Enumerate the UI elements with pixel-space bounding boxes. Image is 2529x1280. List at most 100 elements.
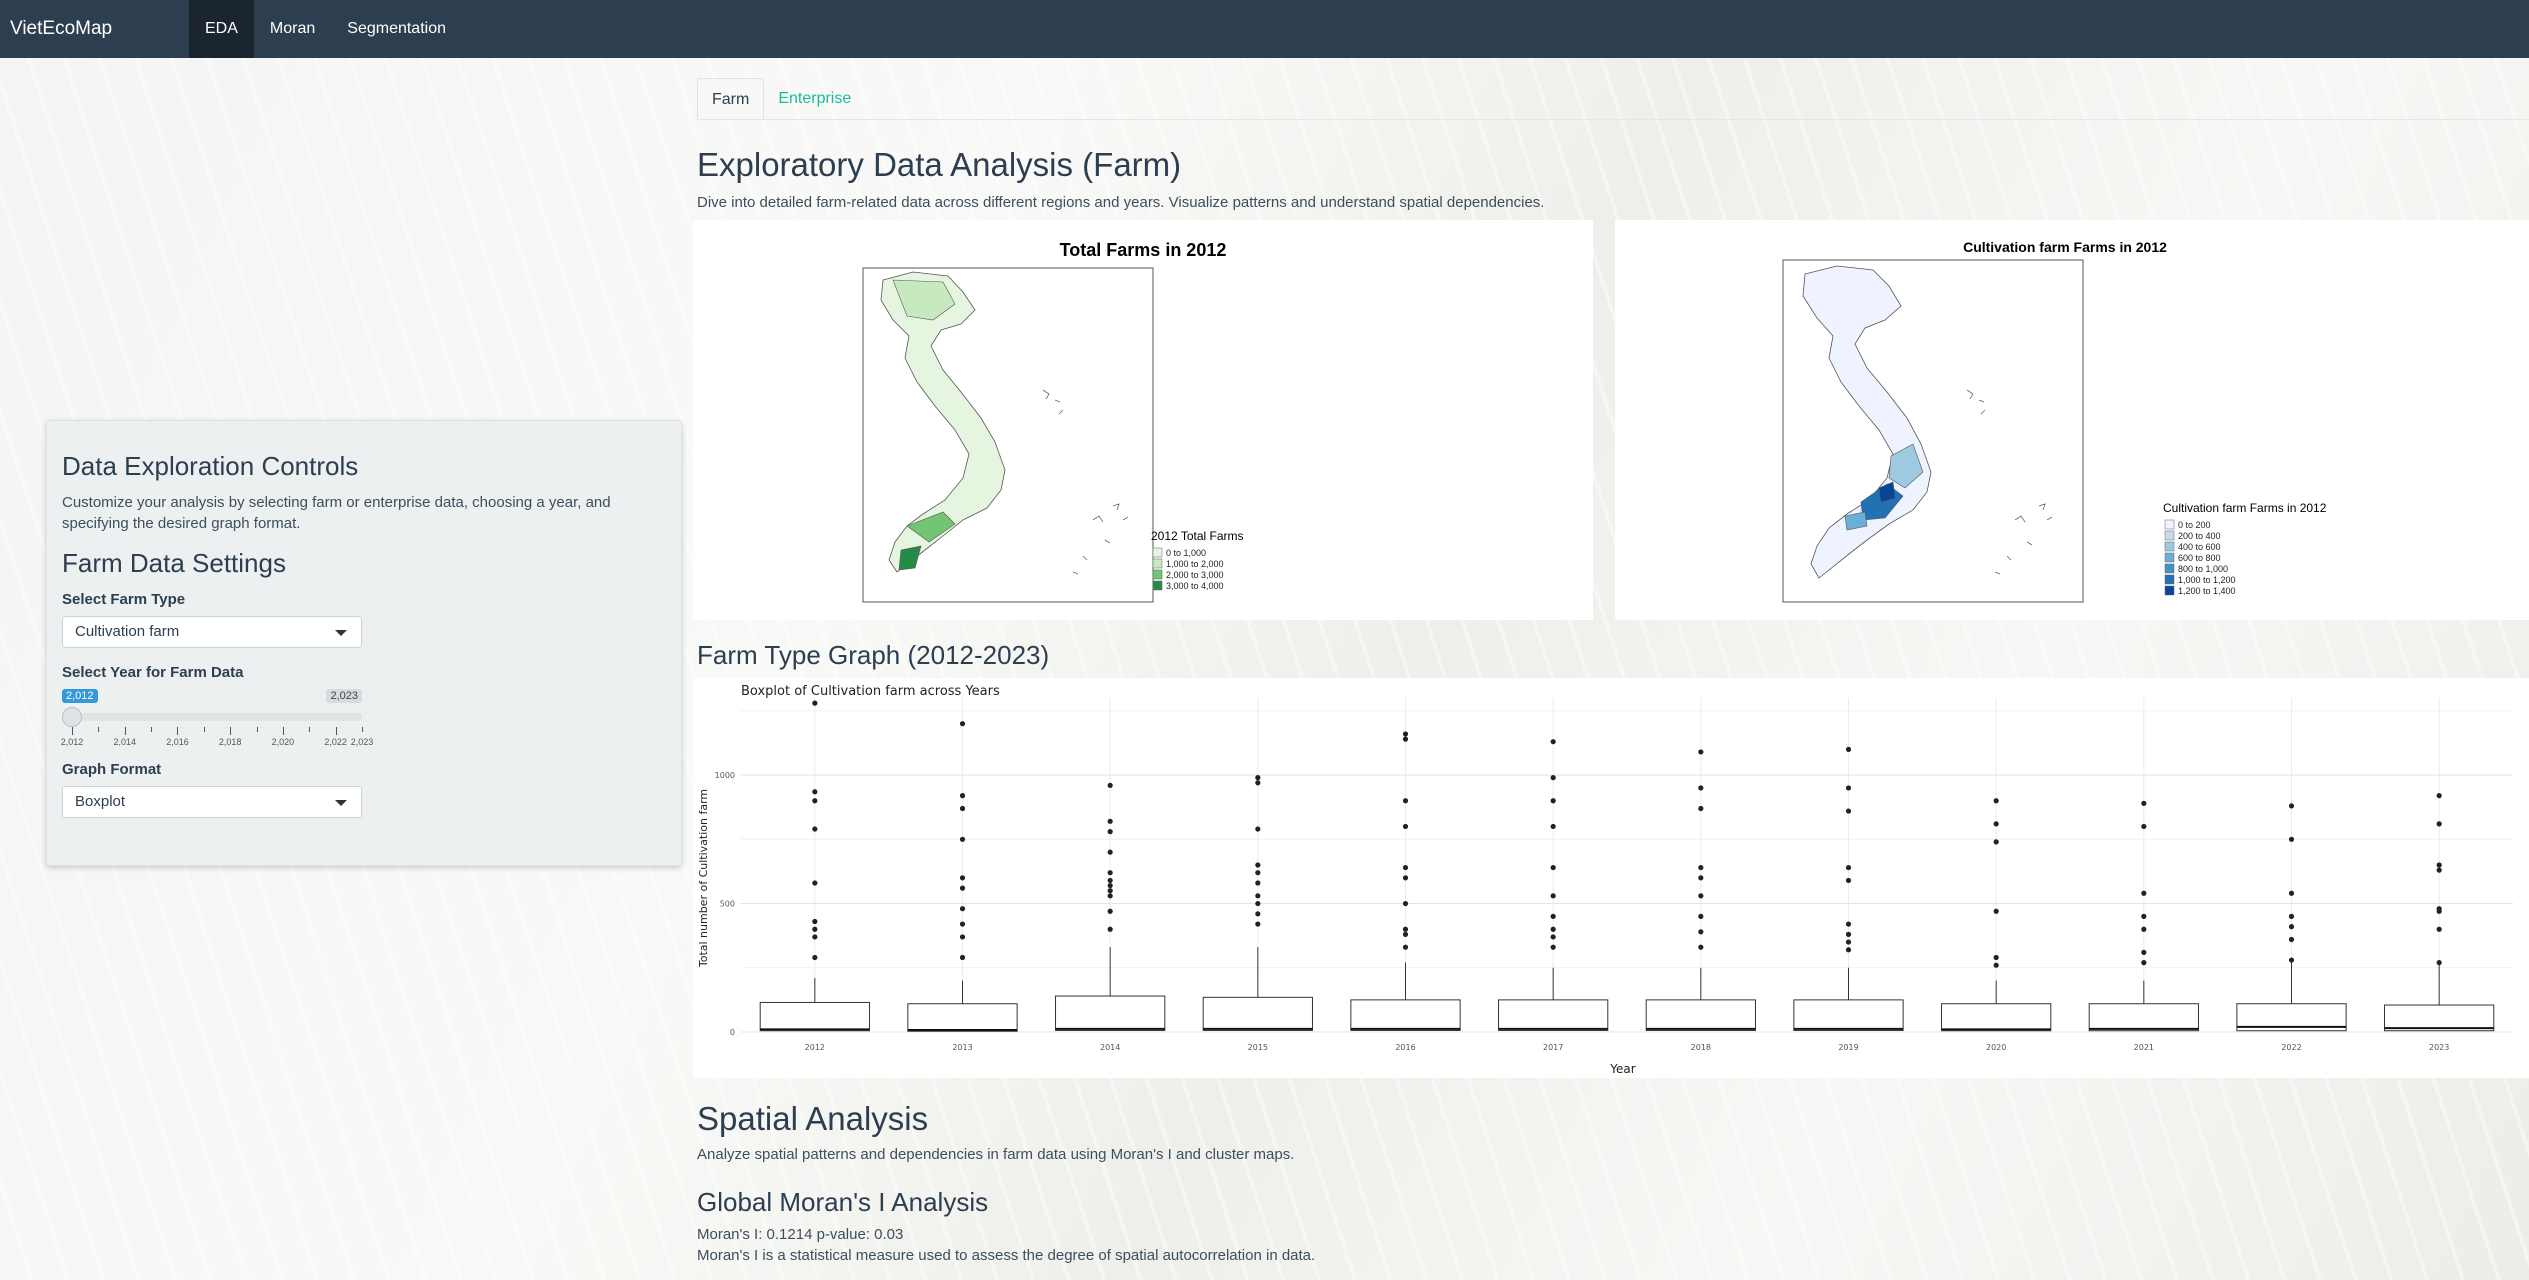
cultivation-farms-map: Cultivation farm Farms in 2012 Cultivati… (1615, 220, 2529, 620)
box-outlier (2141, 960, 2147, 966)
legend-label: 1,000 to 1,200 (2178, 575, 2236, 585)
sidebar-panel: Data Exploration Controls Customize your… (46, 420, 682, 866)
box-outlier (1698, 749, 1704, 755)
farm-type-select[interactable]: Cultivation farm (62, 616, 362, 648)
legend-swatch (2164, 541, 2175, 552)
legend-label: 400 to 600 (2178, 542, 2221, 552)
map1-north-region (892, 279, 956, 321)
box-outlier (2141, 800, 2147, 806)
box-outlier (812, 954, 818, 961)
box-outlier (1107, 818, 1113, 824)
box-body (2088, 1003, 2199, 1032)
box-outlier (1698, 864, 1704, 871)
box-outlier (2141, 823, 2147, 830)
box-outlier (1107, 926, 1113, 932)
box-outlier (959, 836, 966, 842)
x-tick-label: 2017 (1543, 1043, 1563, 1052)
box-outlier (2141, 890, 2147, 896)
map2-title: Cultivation farm Farms in 2012 (1963, 239, 2167, 255)
box-outlier (812, 918, 818, 925)
map2-legend-title: Cultivation farm Farms in 2012 (2163, 501, 2327, 515)
box-outlier (1107, 893, 1113, 899)
box-outlier (959, 805, 966, 812)
box-outlier (1255, 826, 1261, 832)
box-outlier (1402, 875, 1409, 881)
box-body (1941, 1003, 2052, 1032)
graph-section-title: Farm Type Graph (2012-2023) (697, 640, 1050, 670)
box-outlier (2288, 803, 2295, 809)
chart-ylabel: Total number of Cultivation farm (697, 789, 710, 968)
box-outlier (1698, 944, 1704, 950)
box-body (1498, 999, 1609, 1031)
box-body (907, 1003, 1018, 1032)
legend-swatch (2164, 585, 2175, 596)
legend-label: 1,000 to 2,000 (1166, 559, 1224, 569)
x-tick-label: 2014 (1100, 1043, 1120, 1052)
box-outlier (1550, 934, 1556, 940)
tab-bar: Farm Enterprise (697, 78, 2529, 120)
slider-ticks (72, 727, 363, 735)
box-body (1793, 999, 1904, 1031)
box-outlier (1255, 893, 1261, 899)
box-outlier (2436, 906, 2442, 912)
box-body (1350, 999, 1461, 1031)
year-min-badge: 2,012 (62, 689, 98, 703)
nav-item-segmentation[interactable]: Segmentation (347, 20, 446, 37)
box-outlier (1550, 913, 1556, 919)
slider-tick (151, 727, 153, 732)
box-outlier (1845, 877, 1852, 884)
box-outlier (1107, 782, 1113, 788)
box-outlier (1255, 780, 1261, 786)
slider-handle[interactable] (62, 707, 82, 727)
tab-enterprise[interactable]: Enterprise (778, 90, 852, 107)
box-outlier (1993, 839, 1999, 845)
map1-islands (1042, 389, 1129, 575)
brand-logo[interactable]: VietEcoMap (10, 18, 113, 39)
box-outlier (1107, 870, 1113, 876)
year-slider[interactable]: 2,012 2,023 2,012 2,014 2,016 2,018 2,020 2,0… (61, 689, 373, 751)
box-outlier (1550, 893, 1556, 899)
graph-format-select[interactable]: Boxplot (62, 786, 362, 818)
slider-track[interactable] (70, 713, 362, 721)
map2-delta-region (1844, 511, 1868, 531)
box-outlier (1698, 875, 1704, 881)
box-outlier (1698, 893, 1704, 899)
page-description: Dive into detailed farm-related data acr… (697, 194, 1545, 211)
box-outlier (1402, 823, 1409, 830)
map2-central-highlands (1888, 443, 1924, 489)
box-outlier (1845, 785, 1852, 791)
slider-tick (309, 727, 311, 732)
x-tick-label: 2019 (1838, 1043, 1858, 1052)
box-outlier (1107, 849, 1113, 855)
box-outlier (1255, 911, 1261, 917)
box-outlier (1698, 785, 1704, 791)
nav-item-moran[interactable]: Moran (269, 20, 316, 37)
farm-type-value: Cultivation farm (75, 623, 180, 640)
legend-swatch (2164, 563, 2175, 574)
sidebar-description: Customize your analysis by selecting far… (62, 494, 611, 532)
year-max-badge: 2,023 (326, 689, 362, 703)
box-outlier (1402, 944, 1409, 950)
map2-dark-region (1878, 481, 1896, 503)
box-outlier (812, 934, 818, 940)
box-outlier (1993, 954, 1999, 961)
year-label: Select Year for Farm Data (62, 664, 244, 681)
tab-farm[interactable]: Farm (697, 78, 765, 119)
box-outlier (1845, 864, 1852, 871)
spatial-title: Spatial Analysis (697, 1100, 929, 1137)
legend-label: 3,000 to 4,000 (1166, 581, 1224, 591)
box-outlier (1993, 962, 1999, 968)
box-outlier (1550, 944, 1556, 950)
map1-vietnam-shape (880, 271, 1006, 573)
box-outlier (1550, 775, 1556, 781)
slider-tick (256, 727, 258, 732)
farm-type-label: Select Farm Type (62, 591, 186, 608)
box-outlier (1255, 880, 1261, 886)
navbar: VietEcoMap EDA Moran Segmentation (0, 0, 2529, 58)
nav-item-eda[interactable]: EDA (189, 0, 254, 58)
chevron-down-icon (335, 800, 347, 806)
box-outlier (812, 798, 818, 804)
box-outlier (959, 793, 966, 799)
box-outlier (2288, 957, 2295, 963)
